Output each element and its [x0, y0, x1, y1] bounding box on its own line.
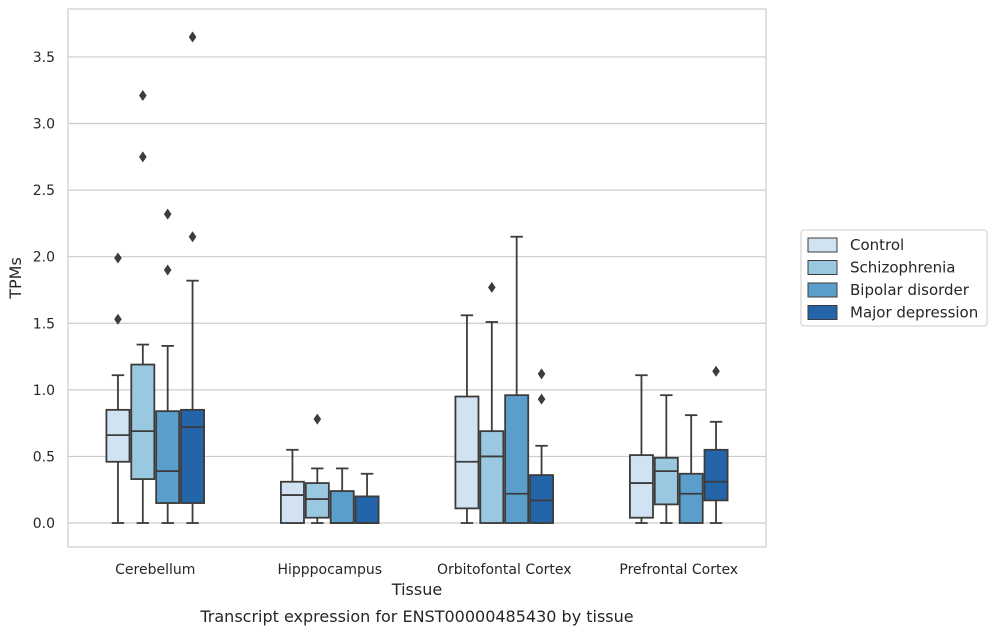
x-tick-label: Hipppocampus [277, 562, 382, 578]
outlier-point [712, 365, 720, 377]
legend: Control Schizophrenia Bipolar disorder Majo… [800, 229, 988, 327]
plot-frame [67, 8, 767, 548]
category-group [454, 235, 554, 524]
y-tick-label: 3.0 [33, 117, 55, 133]
outlier-point [163, 208, 172, 220]
box [130, 363, 156, 480]
legend-frame [800, 229, 988, 327]
box [703, 448, 729, 502]
category-group [629, 365, 729, 524]
box [479, 430, 505, 524]
x-axis-title: Tissue [391, 580, 442, 599]
outlier-point [488, 281, 496, 293]
y-tick-label: 2.0 [33, 250, 55, 266]
y-tick-label: 2.5 [33, 183, 55, 199]
legend-label: Schizophrenia [850, 259, 955, 277]
box [155, 410, 181, 504]
box [329, 490, 355, 524]
y-tick-label: 0.0 [33, 516, 55, 532]
y-tick-label: 0.5 [33, 449, 55, 465]
outlier-point [188, 231, 197, 243]
box [678, 472, 704, 524]
outlier-point [313, 413, 322, 425]
box [180, 408, 205, 504]
legend-items: Control Schizophrenia Bipolar disorder Majo… [807, 236, 978, 322]
outlier-point [139, 151, 147, 163]
box [354, 495, 380, 524]
outlier-point [537, 368, 546, 380]
y-tick-label: 3.5 [33, 50, 55, 66]
outlier-point [537, 393, 546, 405]
legend-swatch [807, 260, 838, 275]
category-group [105, 31, 205, 524]
box [653, 456, 679, 506]
x-tick-labels: Cerebellum Hipppocampus Orbitofontal Corte… [115, 562, 738, 578]
y-tick-labels: 0.0 0.5 1.0 1.5 2.0 2.5 3.0 3.5 [33, 50, 55, 532]
box-groups [105, 31, 729, 524]
legend-swatch [807, 237, 838, 253]
x-tick-label: Prefrontal Cortex [619, 562, 738, 578]
outlier-point [188, 31, 197, 43]
legend-swatch [807, 282, 838, 298]
outlier-point [114, 313, 122, 325]
y-tick-label: 1.0 [33, 383, 55, 399]
figure-caption: Transcript expression for ENST0000048543… [199, 607, 633, 626]
legend-swatch [807, 305, 838, 320]
y-tick-label: 1.5 [33, 316, 55, 332]
legend-label: Major depression [850, 304, 978, 322]
category-group [280, 413, 380, 524]
box [454, 395, 480, 510]
outlier-point [139, 90, 147, 102]
box [629, 454, 654, 519]
box [280, 480, 305, 524]
outlier-point [114, 252, 122, 264]
box [304, 482, 330, 519]
outlier-point [163, 264, 172, 276]
x-tick-label: Orbitofontal Cortex [437, 562, 572, 578]
box [504, 394, 530, 524]
y-axis-title: TPMs [6, 257, 25, 300]
legend-label: Bipolar disorder [850, 281, 970, 299]
legend-label: Control [850, 236, 904, 254]
box [529, 474, 554, 524]
x-tick-label: Cerebellum [115, 562, 195, 578]
